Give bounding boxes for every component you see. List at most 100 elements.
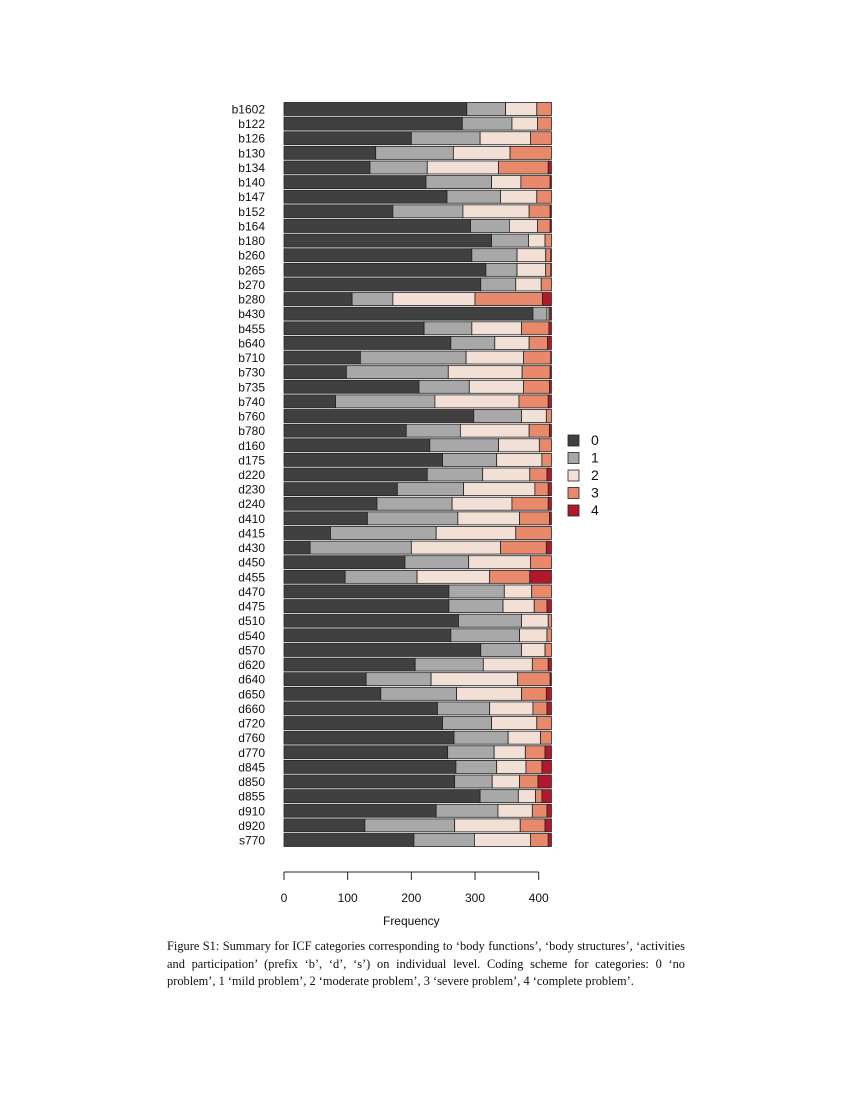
bar-segment-0 [283,526,331,540]
bar-segment-4 [547,482,552,497]
category-label: b1602 [232,103,266,117]
bar-segment-0 [283,321,425,336]
bar-segment-4 [546,599,552,613]
bar-segment-1 [425,175,492,190]
bar-segment-1 [364,818,456,833]
bar-segment-0 [283,277,482,292]
bar-segment-4 [547,833,552,847]
bar-segment-0 [283,292,353,306]
bar-segment-2 [434,394,520,409]
bar-segment-2 [517,789,536,804]
bar-segment-4 [547,496,552,511]
category-label: d430 [238,541,265,555]
bar-segment-3 [519,818,546,833]
bar-segment-1 [447,745,495,760]
category-label: d230 [238,483,265,497]
legend-label: 3 [591,485,599,501]
category-label: d415 [238,526,265,540]
bar-segment-1 [450,336,496,350]
bar-segment-1 [346,365,449,380]
bar-segment-2 [468,379,524,394]
bar-segment-1 [414,657,484,672]
bar-segment-0 [283,423,407,438]
bar-segment-4 [537,774,552,789]
bar-segment-3 [500,540,547,555]
category-label: b140 [238,176,265,190]
bar-segment-1 [458,613,522,628]
bar-segment-3 [531,803,548,818]
bar-segment-0 [283,511,368,526]
bar-segment-3 [540,730,552,745]
bar-segment-3 [509,145,552,160]
bar-segment-2 [392,292,476,306]
bar-segment-2 [509,219,538,233]
bar-segment-1 [375,145,454,160]
bar-segment-3 [538,438,552,453]
bar-segment-1 [442,716,492,730]
bar-segment-1 [367,511,459,526]
category-label: b134 [238,161,265,175]
bar-segment-3 [545,248,552,263]
bar-segment-4 [549,175,552,190]
bar-segment-1 [404,555,470,570]
bar-segment-4 [547,394,552,409]
bar-segment-2 [516,262,547,277]
bar-segment-2 [521,613,549,628]
x-tick-label: 300 [465,891,485,905]
bar-segment-2 [491,774,520,789]
bar-segment-0 [283,716,443,730]
bar-segment-0 [283,628,452,643]
bar-segment-0 [283,745,449,760]
category-label: d240 [238,497,265,511]
category-label: d160 [238,439,265,453]
category-label: d720 [238,717,265,731]
category-label: b152 [238,205,265,219]
category-label: d510 [238,614,265,628]
bar-segment-0 [283,438,431,453]
bar-segment-1 [446,189,501,204]
x-tick-label: 100 [338,891,358,905]
bar-segment-4 [550,262,552,277]
bar-segment-1 [344,569,418,584]
bar-segment-2 [416,569,491,584]
bar-segment-0 [283,175,427,190]
legend-label: 4 [591,502,599,518]
bar-segment-2 [515,277,542,292]
bar-segment-0 [283,452,443,467]
bar-segment-1 [442,452,498,467]
bar-segment-2 [503,584,533,599]
legend-swatch-3 [567,487,580,499]
bar-segment-0 [283,760,457,774]
bar-segment-3 [537,116,552,131]
category-label: d770 [238,746,265,760]
bar-segment-3 [532,701,548,716]
category-label: d450 [238,556,265,570]
bar-segment-0 [283,204,394,219]
bar-segment-2 [454,818,521,833]
bar-segment-2 [482,657,533,672]
bar-segment-4 [544,818,552,833]
bar-segment-3 [545,262,552,277]
bar-segment-3 [489,569,531,584]
bar-segment-0 [283,262,487,277]
bar-segment-3 [541,452,552,467]
bar-segment-0 [283,131,412,146]
bar-segment-3 [528,423,550,438]
bar-segment-2 [494,336,530,350]
category-label: d620 [238,658,265,672]
category-label: d175 [238,453,265,467]
bar-segment-2 [463,482,536,497]
bar-segment-4 [549,672,552,687]
bar-segment-3 [523,379,550,394]
bar-segment-3 [531,584,552,599]
bar-segment-4 [548,321,552,336]
bar-segment-3 [519,774,539,789]
category-label: d650 [238,687,265,701]
bar-segment-1 [479,789,519,804]
category-label: b164 [238,219,265,233]
bar-segment-0 [283,672,367,687]
category-label: d660 [238,702,265,716]
bar-segment-2 [521,409,547,423]
bar-segment-3 [517,672,551,687]
bar-segment-4 [549,306,552,321]
